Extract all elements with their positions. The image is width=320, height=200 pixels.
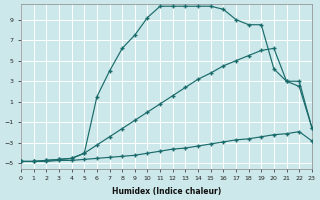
X-axis label: Humidex (Indice chaleur): Humidex (Indice chaleur) <box>112 187 221 196</box>
